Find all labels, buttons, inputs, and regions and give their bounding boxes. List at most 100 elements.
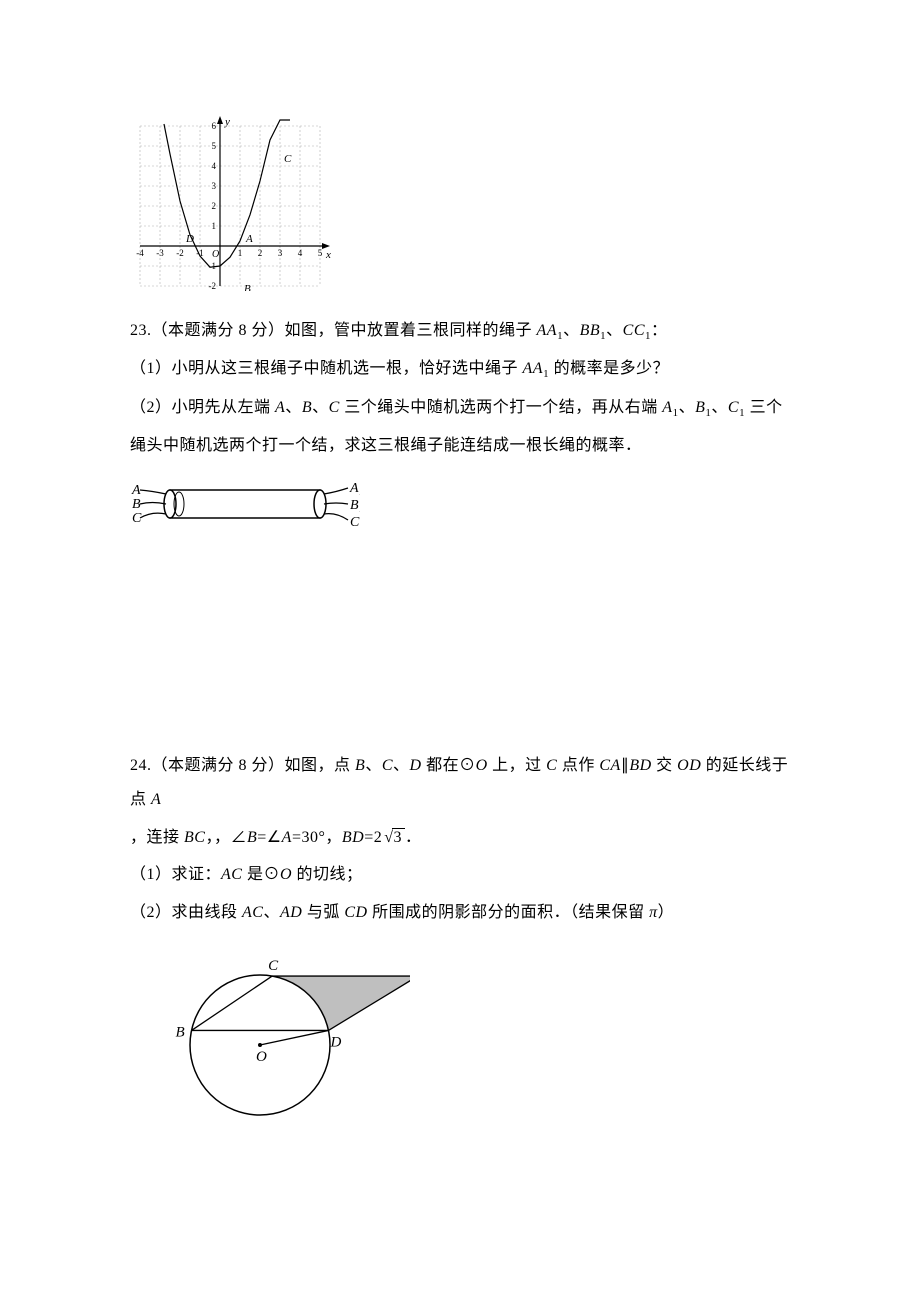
a1s: 1 bbox=[673, 407, 679, 419]
q23-q1-pre: （1）小明从这三根绳子中随机选一根，恰好选中绳子 bbox=[130, 360, 518, 377]
abc-a: A bbox=[275, 399, 285, 416]
q24-q2c: 所围成的阴影部分的面积．（结果保留 bbox=[372, 904, 645, 921]
q24-number: 24. bbox=[130, 757, 152, 774]
sub1b: 1 bbox=[600, 330, 606, 342]
svg-text:B₁: B₁ bbox=[350, 498, 360, 513]
abc-b: B bbox=[302, 399, 312, 416]
svg-text:A: A bbox=[245, 233, 253, 245]
svg-text:-3: -3 bbox=[156, 248, 164, 258]
svg-text:A₁: A₁ bbox=[349, 481, 360, 496]
q23-q2-l1: （2）小明先从左端 A、B、C 三个绳头中随机选两个打一个结，再从右端 A1、B… bbox=[130, 391, 790, 425]
svg-text:D: D bbox=[185, 233, 194, 245]
q24-D: D bbox=[410, 757, 422, 774]
q24-C: C bbox=[382, 757, 393, 774]
svg-text:5: 5 bbox=[318, 248, 323, 258]
q24-l2d: =30°， bbox=[292, 829, 342, 846]
svg-text:O: O bbox=[256, 1049, 267, 1065]
svg-text:2: 2 bbox=[212, 201, 217, 211]
svg-text:O: O bbox=[212, 249, 219, 260]
svg-text:4: 4 bbox=[298, 248, 303, 258]
q24-sd: 点作 bbox=[562, 757, 595, 774]
q24-figure: BCDAO bbox=[160, 935, 790, 1135]
q24-O: O bbox=[476, 757, 488, 774]
svg-text:1: 1 bbox=[212, 221, 217, 231]
q24-pi: π bbox=[649, 904, 658, 921]
q24-stem-l2: ，连接 BC，，∠B=∠A=30°，BD=2√3． bbox=[130, 821, 790, 855]
c1s: 1 bbox=[739, 407, 745, 419]
a1: A bbox=[662, 399, 672, 416]
svg-text:1: 1 bbox=[238, 248, 243, 258]
b1s: 1 bbox=[705, 407, 711, 419]
q24-angA: A bbox=[282, 829, 292, 846]
q24-q2: （2）求由线段 AC、AD 与弧 CD 所围成的阴影部分的面积．（结果保留 π） bbox=[130, 896, 790, 930]
q24-sc: 上，过 bbox=[492, 757, 542, 774]
q23-q1-suf: 的概率是多少？ bbox=[554, 360, 670, 377]
rope-bb: BB bbox=[580, 322, 601, 339]
q24-l2a: ，连接 bbox=[130, 829, 180, 846]
q24-points: （本题满分 8 分） bbox=[152, 757, 285, 774]
vertical-gap bbox=[130, 569, 790, 749]
svg-text:C₁: C₁ bbox=[350, 515, 360, 530]
svg-text:B: B bbox=[244, 283, 251, 291]
q23-stem-line: 23.（本题满分 8 分）如图，管中放置着三根同样的绳子 AA1、BB1、CC1… bbox=[130, 314, 790, 348]
q23-q2-l2: 绳头中随机选两个打一个结，求这三根绳子能连结成一根长绳的概率． bbox=[130, 429, 790, 463]
q24-se: 交 bbox=[656, 757, 673, 774]
q22-figure: -4-3-2-112345-2-1123456Oxy ABCD bbox=[130, 116, 790, 296]
q24-AD: AD bbox=[280, 904, 302, 921]
svg-text:y: y bbox=[224, 116, 230, 128]
svg-text:4: 4 bbox=[212, 161, 217, 171]
svg-text:B: B bbox=[176, 1025, 185, 1041]
q24-l2e: =2 bbox=[364, 829, 382, 846]
q23-q1-sub: 1 bbox=[543, 368, 549, 380]
q23-points: （本题满分 8 分） bbox=[152, 322, 285, 339]
svg-text:D: D bbox=[329, 1035, 341, 1051]
svg-text:B: B bbox=[132, 497, 141, 512]
q23-q1-rope: AA bbox=[523, 360, 544, 377]
q24-angB: B bbox=[247, 829, 257, 846]
q23-stem: 如图，管中放置着三根同样的绳子 bbox=[285, 322, 533, 339]
svg-text:3: 3 bbox=[212, 181, 217, 191]
svg-text:5: 5 bbox=[212, 141, 217, 151]
q24-q2b: 与弧 bbox=[307, 904, 340, 921]
q24-B: B bbox=[355, 757, 365, 774]
q24-q2a: （2）求由线段 bbox=[130, 904, 238, 921]
q23-number: 23. bbox=[130, 322, 152, 339]
rope-cc: CC bbox=[623, 322, 645, 339]
q24-q1c: 的切线； bbox=[297, 866, 363, 883]
svg-text:3: 3 bbox=[278, 248, 283, 258]
svg-text:-4: -4 bbox=[136, 248, 144, 258]
q24-CA: CA bbox=[599, 757, 620, 774]
radicand-3: 3 bbox=[392, 828, 406, 846]
q24-AC2: AC bbox=[242, 904, 263, 921]
svg-text:2: 2 bbox=[258, 248, 263, 258]
q24-AC: AC bbox=[221, 866, 242, 883]
q24-l2c: =∠ bbox=[257, 829, 281, 846]
q24-BC: BC bbox=[184, 829, 205, 846]
q24-q1a: （1）求证： bbox=[130, 866, 221, 883]
q24-q2d: ） bbox=[658, 904, 675, 921]
svg-text:-2: -2 bbox=[209, 281, 217, 291]
q24-BD2: BD bbox=[342, 829, 364, 846]
rope-aa: AA bbox=[537, 322, 558, 339]
q24-sa: 如图，点 bbox=[285, 757, 351, 774]
q24-period: ． bbox=[405, 829, 422, 846]
svg-text:-2: -2 bbox=[176, 248, 184, 258]
sqrt3: √3 bbox=[382, 821, 405, 855]
q24-O2: O bbox=[280, 866, 292, 883]
q23-figure: ABCA₁B₁C₁ bbox=[130, 468, 790, 551]
parabola-grid-svg: -4-3-2-112345-2-1123456Oxy ABCD bbox=[130, 116, 340, 291]
q23-q2-a: （2）小明先从左端 bbox=[130, 399, 271, 416]
q24-CD: CD bbox=[344, 904, 367, 921]
q24-A: A bbox=[151, 791, 161, 808]
q24-sb: 都在⊙ bbox=[426, 757, 476, 774]
q24-OD: OD bbox=[677, 757, 701, 774]
sub1: 1 bbox=[557, 330, 563, 342]
q24-l2b-pre: ， bbox=[205, 829, 214, 846]
svg-text:A: A bbox=[131, 483, 141, 498]
q24-l2b: ，∠ bbox=[214, 829, 247, 846]
q24-BD: BD bbox=[629, 757, 651, 774]
q23-tail: ： bbox=[651, 322, 668, 339]
svg-text:6: 6 bbox=[212, 121, 217, 131]
q24-Cpt: C bbox=[546, 757, 557, 774]
circle-svg: BCDAO bbox=[160, 935, 410, 1130]
